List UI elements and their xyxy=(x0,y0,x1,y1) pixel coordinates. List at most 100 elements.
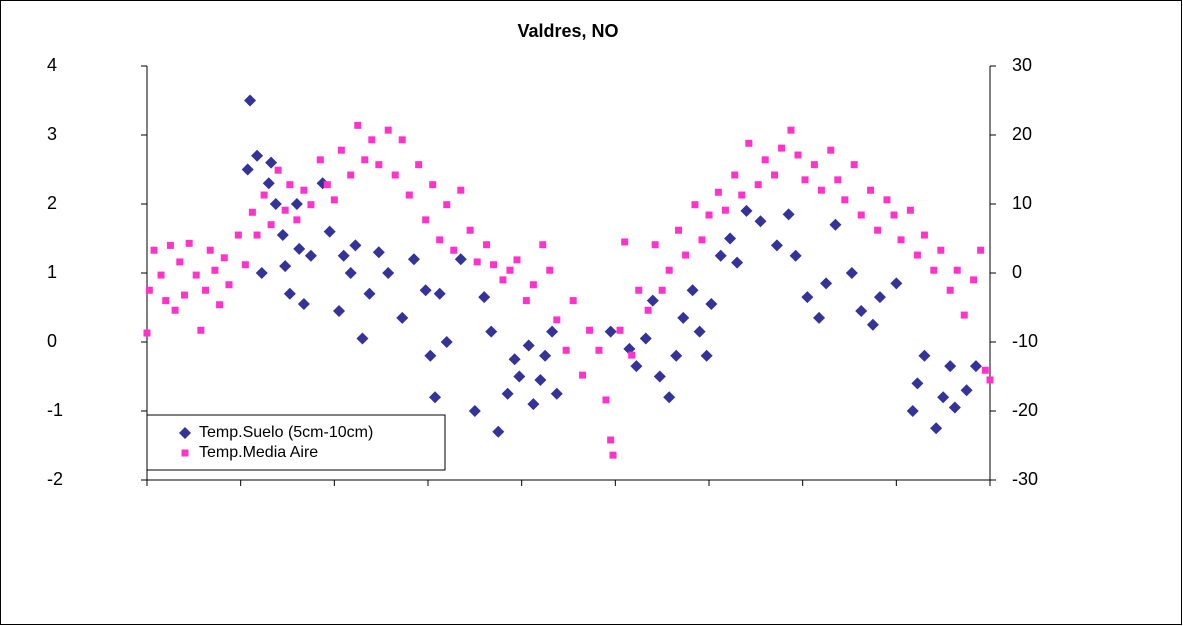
point xyxy=(384,126,392,134)
point xyxy=(595,346,603,354)
point xyxy=(586,326,594,334)
legend-label: Temp.Suelo (5cm-10cm) xyxy=(199,424,373,441)
point xyxy=(714,188,722,196)
point xyxy=(761,156,769,164)
point xyxy=(635,286,643,294)
point xyxy=(770,239,783,252)
y-tick-label: 4 xyxy=(47,55,57,75)
point xyxy=(970,276,978,284)
point xyxy=(700,349,713,362)
point xyxy=(890,277,903,290)
point xyxy=(646,294,659,307)
point xyxy=(731,256,744,269)
point xyxy=(483,241,491,249)
point xyxy=(145,286,153,294)
point xyxy=(372,246,385,259)
point xyxy=(279,260,292,273)
legend-label: Temp.Media Aire xyxy=(199,444,318,461)
point xyxy=(754,181,762,189)
point xyxy=(820,277,833,290)
y2-tick-label: 0 xyxy=(1012,262,1022,282)
point xyxy=(304,249,317,262)
point xyxy=(436,236,444,244)
point xyxy=(644,306,652,314)
point xyxy=(176,258,184,266)
point xyxy=(651,241,659,249)
y-tick-label: 2 xyxy=(47,193,57,213)
point xyxy=(293,216,301,224)
point xyxy=(930,422,943,435)
point xyxy=(429,181,437,189)
point xyxy=(754,215,767,228)
point xyxy=(513,370,526,383)
point xyxy=(522,297,530,305)
point xyxy=(422,216,430,224)
point xyxy=(192,271,200,279)
point xyxy=(937,246,945,254)
point xyxy=(220,254,228,262)
point xyxy=(333,304,346,317)
point xyxy=(639,332,652,345)
point xyxy=(845,267,858,279)
point xyxy=(801,291,814,304)
legend-marker xyxy=(179,427,191,439)
point xyxy=(216,301,224,309)
point xyxy=(834,176,842,184)
point xyxy=(930,266,938,274)
point xyxy=(653,370,666,383)
y2-tick-label: 10 xyxy=(1012,193,1032,213)
point xyxy=(290,198,303,210)
point xyxy=(382,267,395,279)
point xyxy=(562,346,570,354)
point xyxy=(241,261,249,269)
point xyxy=(977,246,985,254)
point xyxy=(180,291,188,299)
point xyxy=(686,284,699,297)
point xyxy=(347,171,355,179)
point xyxy=(466,226,474,234)
point xyxy=(913,251,921,259)
point xyxy=(440,336,453,348)
legend-box xyxy=(146,414,446,471)
point xyxy=(501,387,514,400)
point xyxy=(782,208,795,221)
point xyxy=(937,391,950,404)
point xyxy=(740,204,753,217)
point xyxy=(529,281,537,289)
point xyxy=(300,186,308,194)
point xyxy=(609,451,617,459)
point xyxy=(677,311,690,324)
point xyxy=(670,349,683,362)
point xyxy=(745,139,753,147)
point xyxy=(621,238,629,246)
point xyxy=(778,144,786,152)
point xyxy=(857,211,865,219)
point xyxy=(492,425,505,438)
point xyxy=(918,349,931,362)
point xyxy=(143,329,151,337)
point xyxy=(356,332,369,345)
point xyxy=(375,161,383,169)
point xyxy=(197,326,205,334)
point xyxy=(665,266,673,274)
point xyxy=(267,221,275,229)
point xyxy=(867,186,875,194)
y2-tick-label: 20 xyxy=(1012,124,1032,144)
point xyxy=(506,266,514,274)
point xyxy=(944,360,957,373)
point xyxy=(721,206,729,214)
point xyxy=(946,286,954,294)
point xyxy=(546,266,554,274)
point xyxy=(794,151,802,159)
point xyxy=(162,297,170,305)
point xyxy=(527,398,540,411)
point xyxy=(693,325,706,338)
point xyxy=(550,387,563,400)
point xyxy=(368,136,376,144)
point xyxy=(789,249,802,262)
point xyxy=(787,126,795,134)
point xyxy=(682,251,690,259)
point xyxy=(478,291,491,304)
point xyxy=(260,191,268,199)
point xyxy=(398,136,406,144)
